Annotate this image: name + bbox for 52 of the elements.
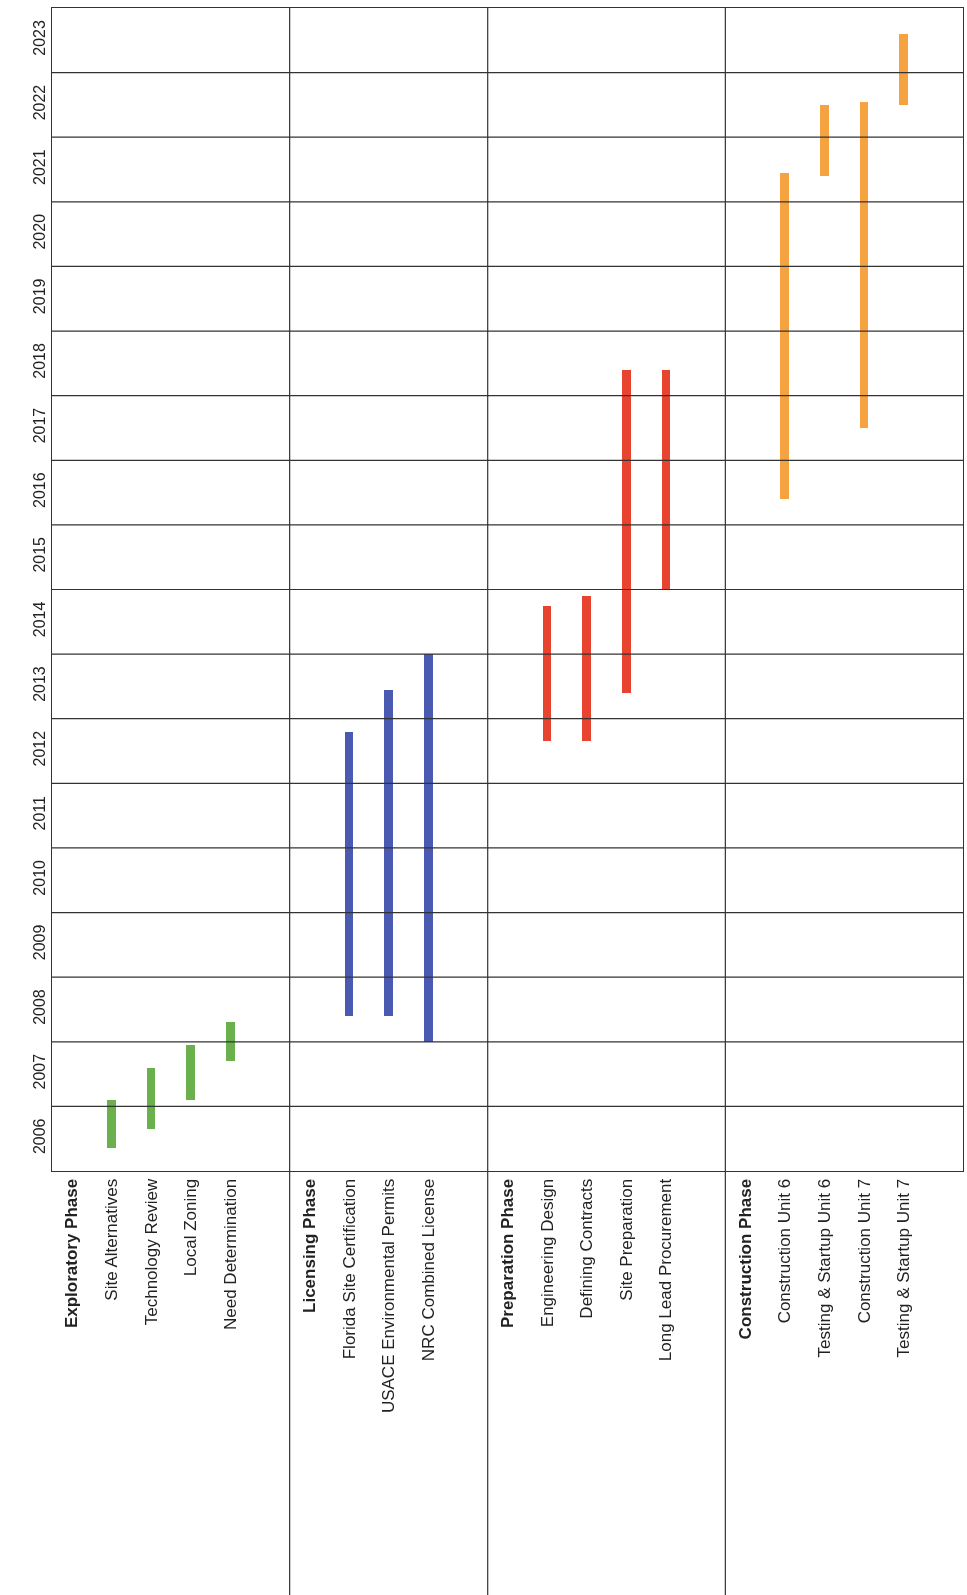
y-tick-label: 2016 [30,472,48,508]
x-tick-label: Construction Phase [735,1178,755,1340]
y-tick-label: 2019 [30,278,48,315]
y-tick-label: 2023 [30,20,48,56]
x-tick-label: Construction Unit 7 [854,1178,874,1338]
x-tick-label: Technology Review [141,1178,161,1340]
x-tick-label: Engineering Design [537,1178,557,1342]
x-tick-label: Site Preparation [616,1178,636,1315]
bar [424,654,433,1042]
bar [543,606,551,741]
bar [147,1068,155,1129]
bar [820,105,829,176]
y-tick-label: 2009 [30,924,48,961]
bar [780,173,789,499]
x-tick-label: Need Determination [220,1178,240,1345]
y-tick-label: 2013 [30,666,48,702]
y-tick-label: 2020 [30,213,48,250]
x-tick-label: Site Alternatives [101,1178,121,1315]
bar [622,370,631,693]
x-tick-label: Construction Unit 6 [775,1178,795,1338]
y-tick-label: 2006 [30,1118,48,1155]
y-tick-label: 2008 [30,989,48,1025]
x-tick-label: Local Zoning [181,1178,201,1291]
x-tick-label: Testing & Startup Unit 6 [814,1178,834,1372]
bar [662,370,670,590]
x-tick-label: USACE Environmental Permits [379,1178,399,1428]
bar [899,34,908,105]
x-tick-label: Defining Contracts [577,1178,597,1333]
bar [107,1100,116,1148]
y-tick-label: 2017 [30,407,48,444]
bar [582,596,591,741]
bar [384,690,393,1016]
x-tick-label: Florida Site Certification [339,1178,359,1374]
y-tick-label: 2012 [30,730,48,767]
x-tick-label: Preparation Phase [498,1178,518,1329]
y-tick-label: 2018 [30,343,48,379]
x-tick-label: Testing & Startup Unit 7 [894,1178,914,1372]
bar [226,1022,235,1061]
y-tick-label: 2011 [30,795,48,831]
y-tick-label: 2022 [30,84,48,121]
y-tick-label: 2007 [30,1053,48,1090]
x-tick-label: Exploratory Phase [62,1178,82,1329]
bar [345,732,353,1016]
y-tick-label: 2021 [30,149,48,185]
bar [860,102,868,428]
y-tick-label: 2014 [30,601,48,638]
bar [186,1045,195,1100]
x-tick-label: Long Lead Procurement [656,1178,676,1376]
x-tick-label: NRC Combined License [418,1178,438,1376]
x-tick-label: Licensing Phase [299,1178,319,1313]
y-tick-label: 2010 [30,859,48,896]
y-tick-label: 2015 [30,536,48,573]
